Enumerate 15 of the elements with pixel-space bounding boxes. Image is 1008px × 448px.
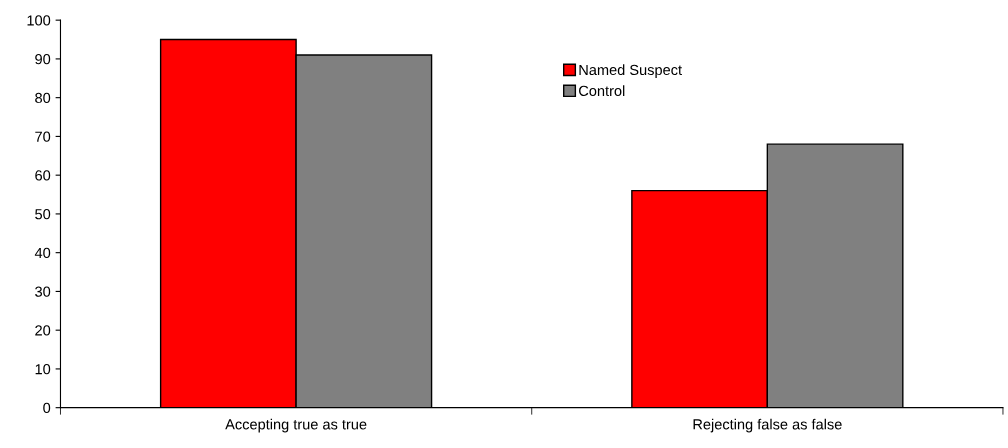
x-tick-label: Accepting true as true	[225, 418, 367, 433]
y-tick-label: 90	[35, 54, 51, 65]
y-tick-label: 10	[35, 364, 51, 375]
y-tick-label: 0	[43, 402, 51, 414]
x-tick-label: Rejecting false as false	[693, 418, 842, 433]
y-tick-label: 50	[35, 209, 51, 220]
y-tick-label: 80	[35, 92, 51, 104]
legend-label: Named Suspect	[579, 64, 682, 78]
y-tick-label: 60	[35, 170, 51, 181]
y-tick-label: 100	[27, 15, 51, 26]
y-tick-label: 40	[34, 247, 51, 259]
y-tick-label: 30	[35, 286, 51, 297]
y-tick-label: 20	[35, 325, 51, 336]
y-tick-label: 70	[35, 131, 51, 142]
legend-label: Control	[579, 85, 625, 97]
